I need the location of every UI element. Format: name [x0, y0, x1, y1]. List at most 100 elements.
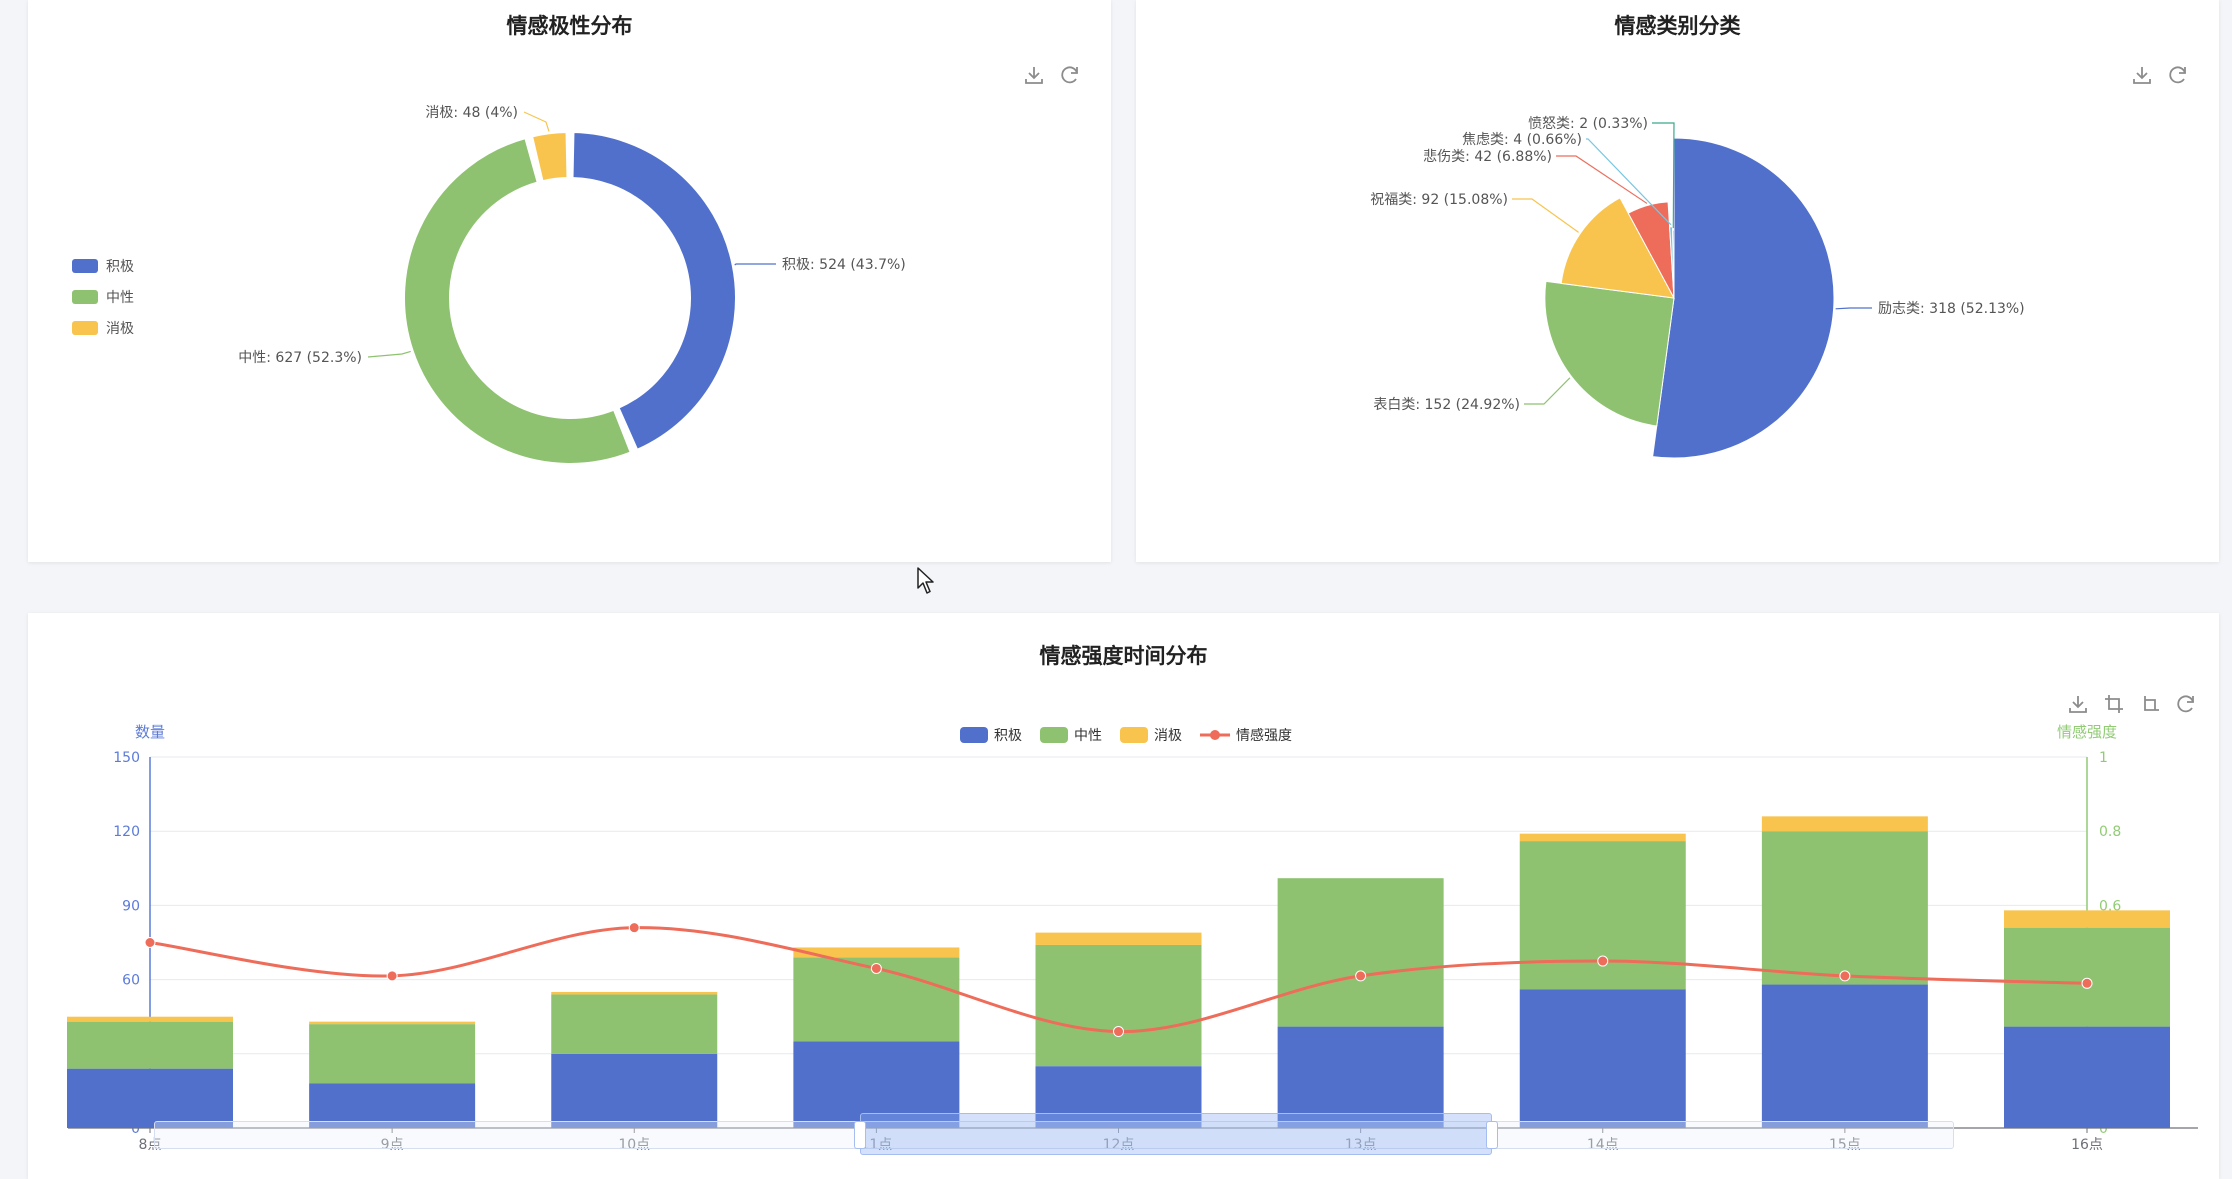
zoom-reset-icon[interactable]: [2139, 693, 2161, 715]
legend-item-positive[interactable]: 积极: [72, 256, 134, 276]
y-tick-label-right: 1: [2099, 750, 2108, 766]
donut-slice-positive: [571, 131, 737, 451]
bar-neutral: [309, 1024, 476, 1084]
bar-neutral: [1277, 878, 1444, 1027]
rose-slice-blessing: [1560, 197, 1675, 299]
legend-item-intensity-label: 情感强度: [1236, 727, 1292, 744]
bar-positive: [67, 1068, 233, 1128]
donut-slice-label: 消极: 48 (4%): [425, 105, 518, 121]
data-zoom-track: [154, 1121, 1954, 1149]
bar-negative: [2004, 910, 2170, 928]
refresh-icon[interactable]: [1059, 64, 1081, 86]
donut-slice-negative: [531, 131, 569, 183]
intensity-card: 情感强度时间分布 030609012015000.20.40.60.81数量情感…: [28, 613, 2219, 1179]
intensity-combo-chart: 030609012015000.20.40.60.81数量情感强度8点9点10点…: [67, 723, 2198, 1153]
rose-slice-inspirational: [1652, 137, 1835, 459]
bar-neutral: [1035, 944, 1202, 1067]
rose-slice-confession: [1544, 280, 1675, 427]
rose-slice-label: 励志类: 318 (52.13%): [1878, 301, 2025, 317]
legend-swatch-neutral: [72, 290, 98, 304]
legend-item-intensity-marker: [1210, 730, 1220, 740]
download-icon[interactable]: [2067, 693, 2089, 715]
rose-slice-label: 愤怒类: 2 (0.33%): [1528, 116, 1648, 132]
intensity-toolbar: [2067, 693, 2197, 715]
data-zoom-handle-left[interactable]: [854, 1121, 866, 1149]
intensity-point: [1839, 970, 1851, 982]
donut-slice-label: 中性: 627 (52.3%): [238, 350, 362, 366]
x-tick-label: 16点: [2071, 1137, 2103, 1153]
donut-label-line: [523, 111, 550, 132]
bar-negative: [551, 991, 718, 995]
rose-slice-label: 焦虑类: 4 (0.66%): [1462, 132, 1582, 148]
rose-label-line: [1652, 122, 1675, 229]
mouse-cursor-icon: [917, 567, 934, 594]
intensity-point: [1355, 970, 1367, 982]
polarity-title: 情感极性分布: [506, 14, 633, 38]
x-tick-label: 14点: [1587, 1137, 1619, 1153]
intensity-point: [386, 970, 398, 982]
bar-neutral: [551, 994, 718, 1054]
bar-negative: [1761, 816, 1928, 832]
data-zoom-selection[interactable]: [860, 1113, 1492, 1155]
x-tick-label: 8点: [139, 1137, 162, 1153]
download-icon[interactable]: [1023, 64, 1045, 86]
data-zoom-slider[interactable]: [154, 1113, 1954, 1155]
x-tick-label: 12点: [1103, 1137, 1135, 1153]
bar-positive: [309, 1083, 476, 1128]
bar-neutral: [2004, 927, 2170, 1027]
refresh-icon[interactable]: [2167, 64, 2189, 86]
rose-slice-anxiety: [1669, 226, 1675, 299]
bar-positive: [2004, 1026, 2170, 1128]
rose-label-line: [1524, 377, 1571, 405]
legend-label-neutral: 中性: [106, 290, 134, 306]
y-axis-title-left: 数量: [135, 723, 165, 741]
bar-positive: [551, 1053, 718, 1128]
y-tick-label-left: 60: [122, 973, 140, 989]
intensity-point: [144, 937, 156, 948]
polarity-toolbar: [1023, 64, 1081, 86]
intensity-point: [1113, 1026, 1124, 1038]
y-tick-label-left: 150: [113, 750, 140, 766]
legend-item-negative[interactable]: 消极: [72, 318, 134, 338]
legend-item-positive-label: 积极: [994, 728, 1022, 744]
x-tick-label: 11点: [860, 1137, 892, 1153]
bar-positive: [1277, 1026, 1444, 1128]
download-icon[interactable]: [2131, 64, 2153, 86]
bar-neutral: [67, 1021, 233, 1069]
donut-label-line: [734, 263, 776, 266]
y-tick-label-left: 0: [131, 1121, 140, 1137]
rose-slice-anger: [1672, 229, 1675, 299]
category-card: 情感类别分类 励志类: 318 (52.13%) 表白类: 152 (24.92%…: [1136, 0, 2219, 562]
intensity-point: [628, 922, 640, 934]
legend-item-neutral-swatch: [1040, 727, 1068, 743]
legend-label-negative: 消极: [106, 321, 134, 337]
data-zoom-icon[interactable]: [2103, 693, 2125, 715]
rose-label-line: [1835, 307, 1872, 310]
refresh-icon[interactable]: [2175, 693, 2197, 715]
x-tick-label: 13点: [1345, 1137, 1377, 1153]
bar-negative: [309, 1021, 476, 1025]
legend-swatch-negative: [72, 321, 98, 335]
category-title: 情感类别分类: [1614, 14, 1741, 38]
intensity-point: [870, 962, 882, 974]
donut-slice-label: 积极: 524 (43.7%): [782, 257, 906, 273]
rose-label-line: [1512, 198, 1579, 233]
legend-item-neutral[interactable]: 中性: [72, 287, 134, 307]
legend-swatch-positive: [72, 259, 98, 273]
legend-item-negative-swatch: [1120, 727, 1148, 743]
bar-negative: [67, 1016, 233, 1022]
intensity-point: [2081, 977, 2093, 989]
intensity-title: 情感强度时间分布: [1039, 644, 1208, 668]
y-tick-label-right: 0: [2099, 1121, 2108, 1137]
rose-slice-label: 祝福类: 92 (15.08%): [1370, 192, 1508, 208]
data-zoom-handle-right[interactable]: [1486, 1121, 1498, 1149]
legend-item-positive-swatch: [960, 727, 988, 743]
bar-neutral: [1519, 841, 1686, 990]
polarity-donut-chart: 积极: 524 (43.7%) 中性: 627 (52.3%) 消极: 48 (4%…: [238, 105, 906, 465]
polarity-card: 情感极性分布 积极 中性 消极 积极: 524 (43.7%) 中性: 627 (…: [28, 0, 1111, 562]
bar-positive: [1035, 1066, 1202, 1128]
category-rose-chart: 励志类: 318 (52.13%) 表白类: 152 (24.92%) 祝福类: 9…: [1370, 116, 2025, 459]
bar-neutral: [1761, 831, 1928, 985]
rose-label-line: [1556, 155, 1648, 204]
y-tick-label-left: 90: [122, 898, 140, 914]
